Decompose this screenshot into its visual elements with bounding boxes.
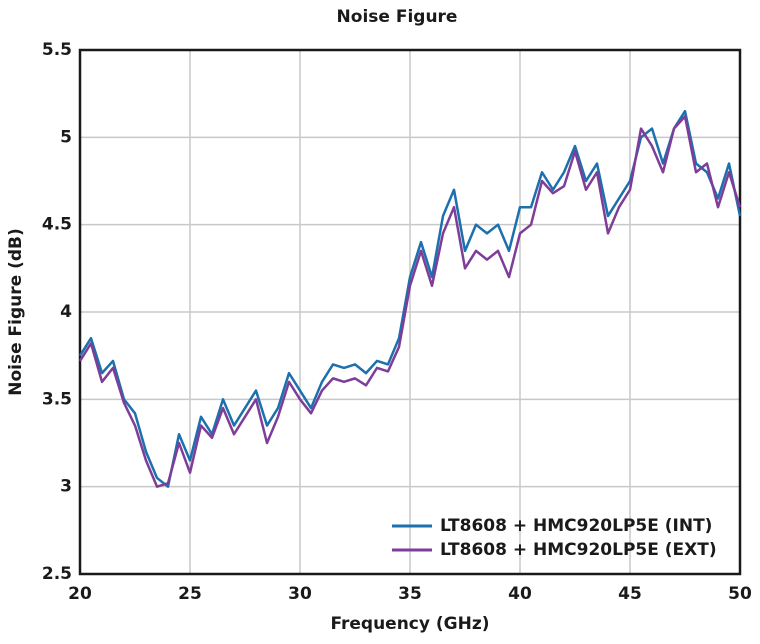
legend-label: LT8608 + HMC920LP5E (INT) [440, 516, 712, 536]
y-tick-label: 4.5 [42, 215, 72, 235]
y-tick-label: 3 [60, 477, 72, 497]
y-tick-label: 2.5 [42, 564, 72, 584]
line-series [78, 115, 742, 488]
y-tick-label: 5.5 [42, 40, 72, 60]
legend-label: LT8608 + HMC920LP5E (EXT) [440, 540, 717, 560]
x-tick-label: 30 [288, 584, 312, 604]
plot-frame [78, 48, 742, 576]
y-tick-label: 3.5 [42, 389, 72, 409]
y-tick-label: 5 [60, 127, 72, 147]
x-tick-label: 50 [728, 584, 752, 604]
chart-title: Noise Figure [337, 7, 458, 27]
line-series [78, 109, 742, 488]
x-tick-label: 35 [398, 584, 422, 604]
x-tick-label: 45 [618, 584, 642, 604]
y-tick-label: 4 [60, 302, 72, 322]
x-tick-label: 20 [68, 584, 92, 604]
x-tick-label: 25 [178, 584, 202, 604]
x-tick-label: 40 [508, 584, 532, 604]
y-axis-label: Noise Figure (dB) [6, 228, 26, 396]
x-axis-label: Frequency (GHz) [330, 614, 489, 634]
